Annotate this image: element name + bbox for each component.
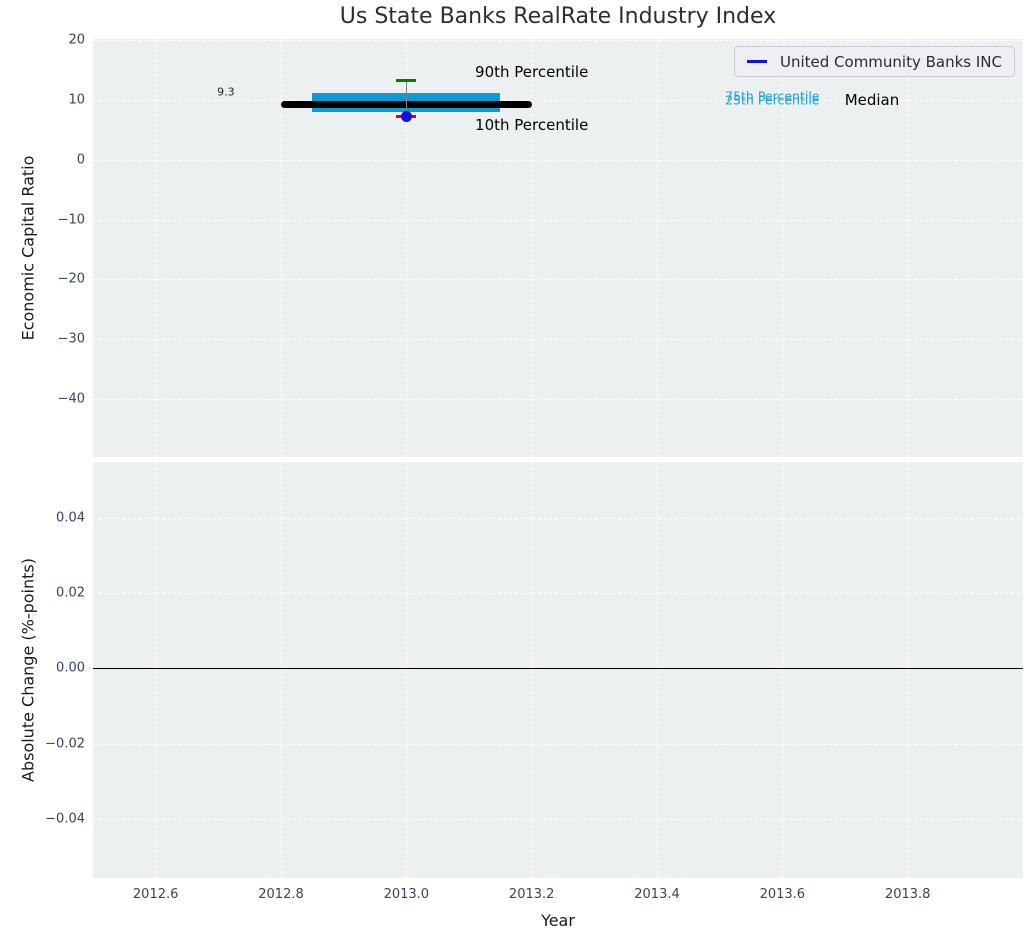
v-gridline (406, 462, 408, 878)
v-gridline (782, 462, 784, 878)
y-tick-label: −0.04 (45, 811, 85, 827)
top-plot-area: 20 10 0 −10 −20 −30 −40 9.3 90th Percentile 10th … (58, 33, 1023, 457)
v-gridline (281, 39, 282, 457)
h-gridline (93, 398, 1023, 400)
v-gridline (531, 462, 533, 878)
y-tick-label: 0.02 (56, 585, 85, 601)
annotation: 25th Percentile (725, 92, 820, 108)
y-tick-label: 10 (68, 92, 85, 108)
v-gridline (657, 39, 659, 457)
legend-line-swatch (747, 60, 767, 63)
x-tick-label: 2013.2 (508, 887, 555, 902)
h-gridline (93, 219, 1023, 221)
h-gridline (93, 339, 1023, 341)
y-tick-label: −10 (57, 212, 85, 228)
y-tick-label: −40 (57, 391, 85, 407)
annotation: 9.3 (217, 85, 235, 99)
h-gridline (93, 593, 1023, 595)
y-tick-label: 0 (76, 152, 85, 168)
h-gridline (93, 159, 1023, 161)
h-gridline (93, 279, 1023, 281)
bottom-y-axis-label: Absolute Change (%-points) (18, 558, 38, 782)
x-axis-label: Year (541, 911, 575, 930)
annotation: 75th Percentile (725, 88, 820, 104)
company-marker (400, 111, 412, 123)
x-tick-label: 2013.4 (634, 887, 680, 902)
top-y-axis-label: Economic Capital Ratio (18, 155, 38, 341)
v-gridline (531, 39, 533, 457)
v-gridline (155, 462, 157, 878)
v-gridline (657, 462, 659, 878)
y-tick-label: 0.04 (56, 510, 85, 526)
annotation: Median (844, 90, 900, 109)
y-tick-label: −30 (57, 331, 85, 347)
v-gridline (782, 39, 784, 457)
annotation: 90th Percentile (475, 62, 589, 81)
bottom-plot-area: 0.04 0.02 0.00 −0.02 −0.04 2012.6 2012.8 2013.0… (45, 462, 1023, 902)
legend: United Community Banks INC (734, 46, 1015, 77)
legend-label: United Community Banks INC (779, 52, 1002, 71)
v-gridline (907, 462, 909, 878)
v-gridline (907, 39, 909, 457)
whisker-line (405, 80, 408, 117)
x-tick-label: 2012.6 (132, 887, 179, 902)
h-gridline (93, 743, 1023, 745)
x-tick-label: 2013.0 (383, 887, 430, 902)
zero-line (93, 667, 1023, 670)
x-tick-label: 2013.6 (759, 887, 806, 902)
v-gridline (155, 39, 157, 457)
annotation: 10th Percentile (475, 116, 589, 135)
h-gridline (93, 40, 1023, 42)
v-gridline (281, 462, 282, 878)
x-tick-label: 2013.8 (884, 887, 931, 902)
p90-cap (396, 79, 417, 83)
y-tick-label: −20 (57, 271, 85, 287)
y-tick-label: 20 (68, 32, 85, 48)
y-tick-label: −0.02 (45, 736, 85, 752)
y-tick-label: 0.00 (56, 660, 85, 676)
chart-title: Us State Banks RealRate Industry Index (339, 4, 777, 29)
h-gridline (93, 99, 1023, 101)
x-tick-label: 2012.8 (258, 887, 304, 902)
h-gridline (93, 819, 1023, 821)
h-gridline (93, 517, 1023, 519)
v-gridline (406, 39, 408, 457)
